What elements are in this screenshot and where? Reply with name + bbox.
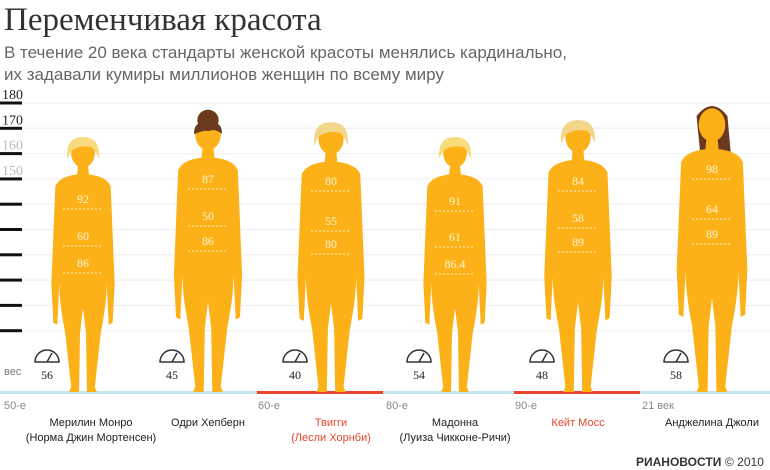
body	[173, 146, 243, 392]
measurement: 55	[325, 214, 337, 228]
measurement: 98	[706, 162, 718, 176]
weight-label: вес	[4, 366, 22, 378]
scale-icon	[663, 349, 689, 363]
head	[698, 108, 726, 142]
era-highlight	[514, 391, 640, 394]
name: Анджелина Джоли	[665, 417, 759, 429]
hair	[66, 136, 100, 159]
measurement: 80	[325, 237, 337, 251]
baseline	[0, 391, 770, 394]
scale-needle	[418, 352, 425, 363]
scale-label: 160	[2, 139, 23, 154]
title: Переменчивая красота	[4, 2, 322, 38]
scale-label: 170	[2, 113, 23, 128]
scale-tick	[0, 126, 22, 130]
body	[297, 151, 365, 392]
hair	[560, 120, 596, 144]
scale-tick	[0, 152, 22, 156]
scale-needle	[171, 352, 178, 363]
name: (Лесли Хорнби)	[291, 432, 371, 444]
weight: 48	[536, 368, 548, 382]
hair	[438, 136, 472, 159]
measurement: 58	[572, 211, 584, 225]
measurement: 60	[77, 229, 89, 243]
name: Мадонна	[432, 417, 479, 429]
figure	[173, 109, 243, 392]
scale-needle	[46, 352, 53, 363]
figure	[676, 106, 748, 392]
measurement: 64	[706, 202, 718, 216]
scale-tick	[0, 177, 22, 181]
name: Твигги	[315, 417, 347, 429]
era-label: 80-е	[386, 400, 408, 412]
measurement: 84	[572, 174, 584, 188]
subtitle: их задавали кумиры миллионов женщин по в…	[4, 65, 444, 84]
era-label: 90-е	[515, 400, 537, 412]
scale-needle	[675, 352, 682, 363]
weight: 40	[289, 368, 301, 382]
scale-tick	[0, 253, 22, 257]
figure	[51, 136, 115, 393]
hair	[314, 122, 348, 146]
measurement: 61	[449, 230, 461, 244]
era-label: 21 век	[642, 400, 674, 412]
name: Одри Хепберн	[171, 417, 245, 429]
scale-tick	[0, 101, 22, 105]
measurement: 87	[202, 172, 214, 186]
weight: 58	[670, 368, 682, 382]
scale-icon	[282, 349, 308, 363]
figure	[423, 136, 487, 393]
era-label: 50-е	[4, 400, 26, 412]
weight: 54	[413, 368, 425, 382]
measurement: 86.4	[445, 257, 466, 271]
body	[423, 164, 487, 393]
name: (Норма Джин Мортенсен)	[26, 432, 156, 444]
scale-label: 150	[2, 164, 23, 179]
scale-icon	[34, 349, 60, 363]
figure	[297, 122, 365, 392]
measurement: 80	[325, 174, 337, 188]
name: Мерилин Монро	[49, 417, 132, 429]
brand: РИАНОВОСТИ	[636, 455, 721, 469]
era-highlight	[257, 391, 383, 394]
scale-icon	[529, 349, 555, 363]
scale-needle	[294, 352, 301, 363]
scale-icon	[406, 349, 432, 363]
scale-tick	[0, 329, 22, 333]
hair	[194, 121, 222, 135]
scale-needle	[541, 352, 548, 363]
measurement: 92	[77, 192, 89, 206]
body	[544, 149, 612, 392]
measurement: 86	[77, 256, 89, 270]
scale-tick	[0, 303, 22, 307]
scale-tick	[0, 278, 22, 282]
name: Кейт Мосс	[551, 417, 605, 429]
scale-tick	[0, 228, 22, 231]
scale-tick	[0, 202, 22, 206]
subtitle: В течение 20 века стандарты женской крас…	[4, 43, 567, 62]
body	[51, 164, 115, 393]
scale-icon	[159, 349, 185, 363]
figure	[544, 120, 612, 392]
measurement: 50	[202, 209, 214, 223]
copyright: © 2010	[725, 455, 764, 469]
measurement: 89	[706, 227, 718, 241]
name: (Луиза Чикконе-Ричи)	[399, 432, 510, 444]
body	[676, 138, 748, 392]
era-label: 60-е	[258, 400, 280, 412]
measurement: 86	[202, 234, 214, 248]
measurement: 91	[449, 194, 461, 208]
scale-label: 180	[2, 88, 23, 103]
weight: 45	[166, 368, 178, 382]
weight: 56	[41, 368, 53, 382]
measurement: 89	[572, 235, 584, 249]
